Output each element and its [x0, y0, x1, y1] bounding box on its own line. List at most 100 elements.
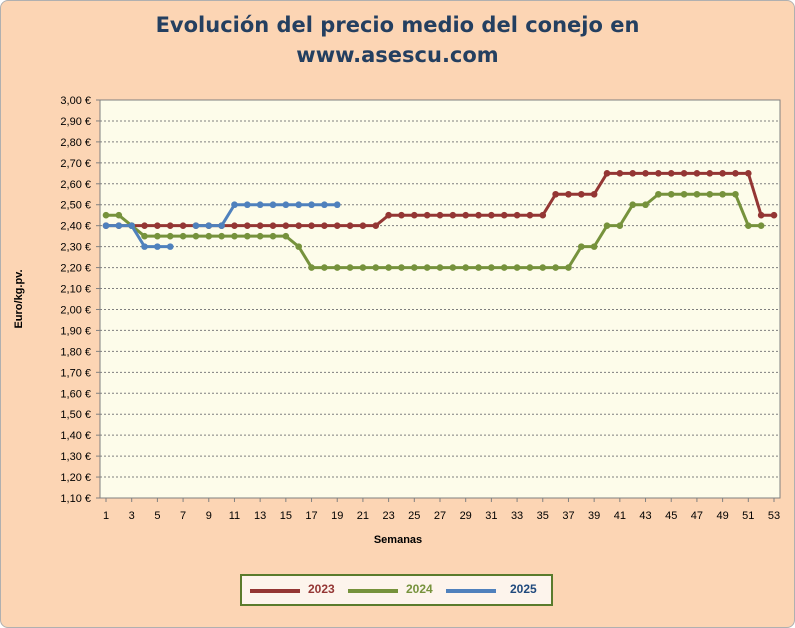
- data-point-2024: [693, 190, 701, 198]
- data-point-2023: [475, 211, 482, 219]
- legend-label-2024: 2024: [406, 582, 433, 596]
- plot-area: [99, 99, 781, 499]
- data-point-2024: [667, 190, 675, 198]
- data-point-2023: [745, 170, 752, 177]
- data-point-2023: [333, 222, 341, 229]
- data-point-2024: [192, 232, 200, 240]
- x-tick-label: 35: [537, 510, 549, 522]
- data-point-2023: [629, 170, 636, 177]
- data-point-2024: [385, 264, 392, 271]
- data-point-2023: [655, 170, 662, 177]
- y-tick-label: 3,00 €: [60, 95, 91, 107]
- data-point-2024: [475, 264, 482, 271]
- chart-title-line1: Evolución del precio medio del conejo en: [155, 13, 640, 37]
- x-tick-label: 21: [357, 510, 369, 522]
- data-point-2024: [732, 190, 739, 198]
- data-point-2025: [102, 222, 110, 229]
- data-point-2023: [154, 222, 161, 229]
- data-point-2023: [706, 170, 714, 177]
- data-point-2023: [565, 190, 572, 198]
- data-point-2023: [578, 190, 585, 198]
- data-point-2024: [423, 264, 431, 271]
- data-point-2025: [231, 201, 238, 209]
- data-point-2025: [166, 243, 174, 250]
- data-point-2023: [680, 170, 688, 177]
- legend-label-2025: 2025: [510, 582, 537, 596]
- data-point-2024: [333, 264, 341, 271]
- y-tick-label: 2,80 €: [60, 137, 91, 149]
- data-point-2025: [244, 201, 251, 209]
- y-tick-label: 2,90 €: [60, 116, 91, 128]
- data-point-2023: [590, 190, 598, 198]
- data-point-2024: [706, 190, 714, 198]
- data-point-2024: [500, 264, 508, 271]
- x-tick-label: 5: [154, 510, 160, 522]
- data-point-2024: [218, 232, 225, 240]
- series-line-2024: [106, 192, 762, 270]
- legend-swatch-2025: [446, 589, 496, 593]
- data-point-2025: [154, 243, 161, 250]
- data-point-2024: [179, 232, 187, 240]
- data-point-2024: [346, 264, 354, 271]
- data-point-2024: [115, 211, 123, 219]
- data-point-2024: [359, 264, 367, 271]
- data-point-2023: [321, 222, 328, 229]
- data-point-2024: [295, 243, 302, 250]
- data-point-2024: [655, 190, 662, 198]
- x-tick-label: 23: [382, 510, 394, 522]
- data-point-2024: [745, 222, 752, 229]
- data-point-2023: [269, 222, 277, 229]
- chart-title: Evolución del precio medio del conejo en…: [0, 10, 795, 70]
- data-point-2024: [680, 190, 688, 198]
- x-tick-label: 19: [331, 510, 343, 522]
- data-point-2024: [372, 264, 380, 271]
- data-point-2023: [179, 222, 187, 229]
- data-point-2025: [128, 222, 135, 229]
- y-tick-label: 1,80 €: [60, 346, 91, 358]
- data-point-2024: [205, 232, 213, 240]
- data-point-2023: [693, 170, 701, 177]
- data-point-2025: [256, 201, 264, 209]
- y-tick-label: 2,40 €: [60, 221, 91, 233]
- data-point-2024: [616, 222, 624, 229]
- x-tick-label: 47: [691, 510, 703, 522]
- data-point-2025: [269, 201, 277, 209]
- x-tick-label: 37: [562, 510, 574, 522]
- x-tick-label: 51: [742, 510, 754, 522]
- y-tick-label: 1,20 €: [60, 472, 91, 484]
- data-point-2024: [565, 264, 572, 271]
- data-point-2023: [513, 211, 521, 219]
- legend-label-2023: 2023: [308, 582, 335, 596]
- y-tick-label: 2,30 €: [60, 242, 91, 254]
- data-point-2024: [321, 264, 328, 271]
- y-tick-label: 1,60 €: [60, 388, 91, 400]
- data-point-2023: [526, 211, 534, 219]
- x-tick-label: 27: [434, 510, 446, 522]
- y-tick-label: 1,70 €: [60, 367, 91, 379]
- data-point-2023: [282, 222, 290, 229]
- data-point-2024: [308, 264, 315, 271]
- data-point-2023: [667, 170, 675, 177]
- data-point-2024: [154, 232, 161, 240]
- data-point-2023: [423, 211, 431, 219]
- y-tick-label: 1,50 €: [60, 409, 91, 421]
- x-tick-label: 43: [639, 510, 651, 522]
- data-point-2024: [141, 232, 148, 240]
- data-point-2023: [616, 170, 624, 177]
- data-point-2023: [141, 222, 148, 229]
- data-point-2024: [488, 264, 495, 271]
- data-point-2024: [256, 232, 264, 240]
- data-point-2023: [603, 170, 611, 177]
- data-point-2023: [385, 211, 392, 219]
- data-point-2024: [757, 222, 765, 229]
- y-tick-label: 2,20 €: [60, 263, 91, 275]
- y-tick-label: 2,00 €: [60, 304, 91, 316]
- data-point-2023: [231, 222, 238, 229]
- data-point-2025: [321, 201, 328, 209]
- data-point-2024: [436, 264, 444, 271]
- data-point-2024: [539, 264, 547, 271]
- x-tick-label: 45: [665, 510, 677, 522]
- x-tick-label: 15: [280, 510, 292, 522]
- y-tick-label: 1,40 €: [60, 430, 91, 442]
- data-point-2024: [449, 264, 457, 271]
